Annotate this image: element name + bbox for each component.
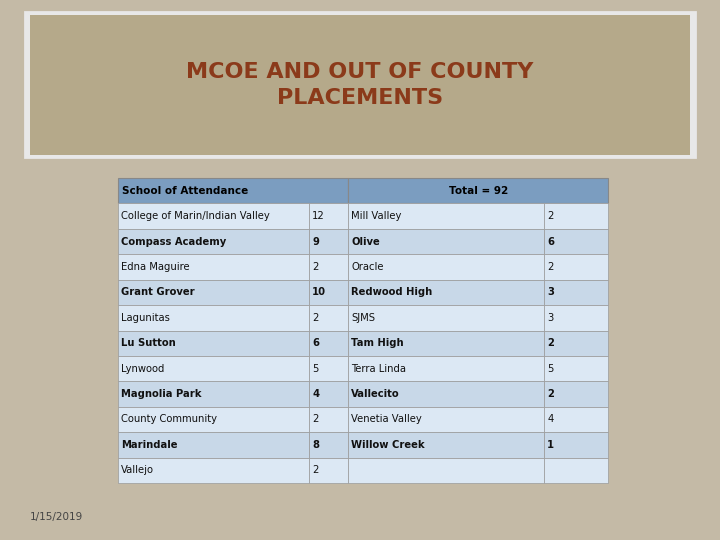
FancyBboxPatch shape [544,432,608,457]
Text: 12: 12 [312,211,325,221]
Text: Total = 92: Total = 92 [449,186,508,195]
Text: Willow Creek: Willow Creek [351,440,425,450]
FancyBboxPatch shape [544,254,608,280]
FancyBboxPatch shape [30,15,690,155]
FancyBboxPatch shape [309,254,348,280]
FancyBboxPatch shape [544,407,608,432]
FancyBboxPatch shape [118,457,309,483]
Text: Lagunitas: Lagunitas [121,313,170,323]
Text: Edna Maguire: Edna Maguire [121,262,189,272]
FancyBboxPatch shape [348,407,544,432]
FancyBboxPatch shape [544,204,608,229]
Text: Redwood High: Redwood High [351,287,433,298]
Text: Magnolia Park: Magnolia Park [121,389,202,399]
FancyBboxPatch shape [348,178,608,204]
Text: Oracle: Oracle [351,262,384,272]
Text: Lynwood: Lynwood [121,363,164,374]
Text: Compass Academy: Compass Academy [121,237,226,247]
Text: 9: 9 [312,237,319,247]
Text: Olive: Olive [351,237,380,247]
FancyBboxPatch shape [348,432,544,457]
Text: 1/15/2019: 1/15/2019 [30,512,84,522]
Text: 2: 2 [547,262,554,272]
FancyBboxPatch shape [348,330,544,356]
FancyBboxPatch shape [118,204,309,229]
FancyBboxPatch shape [309,356,348,381]
FancyBboxPatch shape [348,305,544,330]
Text: 2: 2 [547,338,554,348]
FancyBboxPatch shape [118,254,309,280]
FancyBboxPatch shape [309,280,348,305]
Text: Marindale: Marindale [121,440,178,450]
FancyBboxPatch shape [348,280,544,305]
FancyBboxPatch shape [348,356,544,381]
FancyBboxPatch shape [348,381,544,407]
Text: 3: 3 [547,313,554,323]
Text: 2: 2 [312,415,318,424]
Text: 8: 8 [312,440,319,450]
Text: Grant Grover: Grant Grover [121,287,194,298]
Text: 2: 2 [312,262,318,272]
Text: County Community: County Community [121,415,217,424]
FancyBboxPatch shape [118,178,348,204]
FancyBboxPatch shape [309,432,348,457]
FancyBboxPatch shape [544,280,608,305]
FancyBboxPatch shape [544,305,608,330]
Text: College of Marin/Indian Valley: College of Marin/Indian Valley [121,211,270,221]
FancyBboxPatch shape [348,457,544,483]
Text: 10: 10 [312,287,326,298]
FancyBboxPatch shape [118,407,309,432]
FancyBboxPatch shape [309,204,348,229]
Text: Mill Valley: Mill Valley [351,211,402,221]
FancyBboxPatch shape [544,229,608,254]
FancyBboxPatch shape [118,330,309,356]
FancyBboxPatch shape [348,204,544,229]
Text: 2: 2 [312,313,318,323]
FancyBboxPatch shape [118,356,309,381]
FancyBboxPatch shape [309,381,348,407]
FancyBboxPatch shape [118,432,309,457]
Text: 5: 5 [547,363,554,374]
Text: Vallecito: Vallecito [351,389,400,399]
Text: 6: 6 [547,237,554,247]
FancyBboxPatch shape [118,280,309,305]
FancyBboxPatch shape [309,330,348,356]
Text: Vallejo: Vallejo [121,465,154,475]
FancyBboxPatch shape [544,381,608,407]
Text: Venetia Valley: Venetia Valley [351,415,422,424]
Text: 4: 4 [547,415,554,424]
FancyBboxPatch shape [118,381,309,407]
Text: Tam High: Tam High [351,338,404,348]
Text: 6: 6 [312,338,319,348]
Text: 5: 5 [312,363,318,374]
FancyBboxPatch shape [348,229,544,254]
FancyBboxPatch shape [544,457,608,483]
Text: 2: 2 [312,465,318,475]
Text: 3: 3 [547,287,554,298]
FancyBboxPatch shape [544,330,608,356]
FancyBboxPatch shape [309,457,348,483]
FancyBboxPatch shape [25,12,695,157]
FancyBboxPatch shape [544,356,608,381]
Text: School of Attendance: School of Attendance [122,186,248,195]
Text: 4: 4 [312,389,319,399]
FancyBboxPatch shape [348,254,544,280]
Text: 2: 2 [547,389,554,399]
FancyBboxPatch shape [309,407,348,432]
Text: Lu Sutton: Lu Sutton [121,338,176,348]
FancyBboxPatch shape [118,229,309,254]
Text: 2: 2 [547,211,554,221]
Text: Terra Linda: Terra Linda [351,363,406,374]
FancyBboxPatch shape [118,305,309,330]
Text: SJMS: SJMS [351,313,375,323]
FancyBboxPatch shape [309,229,348,254]
Text: MCOE AND OUT OF COUNTY
PLACEMENTS: MCOE AND OUT OF COUNTY PLACEMENTS [186,62,534,108]
FancyBboxPatch shape [309,305,348,330]
Text: 1: 1 [547,440,554,450]
